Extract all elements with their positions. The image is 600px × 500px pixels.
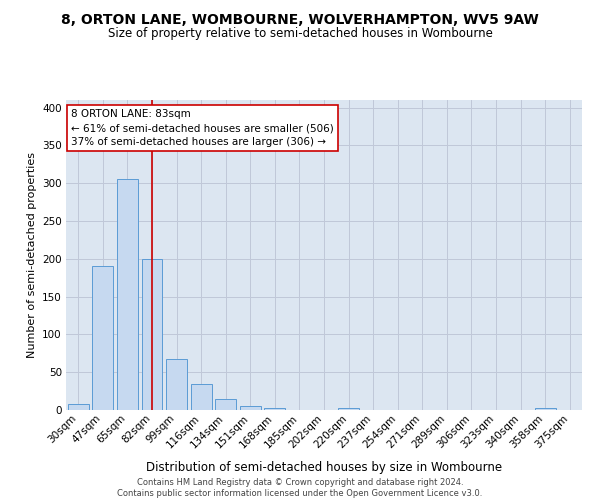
X-axis label: Distribution of semi-detached houses by size in Wombourne: Distribution of semi-detached houses by … bbox=[146, 460, 502, 473]
Bar bbox=[240, 406, 261, 410]
Text: Size of property relative to semi-detached houses in Wombourne: Size of property relative to semi-detach… bbox=[107, 28, 493, 40]
Bar bbox=[92, 266, 113, 410]
Bar bbox=[166, 358, 187, 410]
Bar bbox=[265, 408, 286, 410]
Bar bbox=[535, 408, 556, 410]
Bar bbox=[215, 400, 236, 410]
Text: Contains HM Land Registry data © Crown copyright and database right 2024.
Contai: Contains HM Land Registry data © Crown c… bbox=[118, 478, 482, 498]
Bar bbox=[142, 259, 163, 410]
Text: 8, ORTON LANE, WOMBOURNE, WOLVERHAMPTON, WV5 9AW: 8, ORTON LANE, WOMBOURNE, WOLVERHAMPTON,… bbox=[61, 12, 539, 26]
Bar bbox=[68, 404, 89, 410]
Bar bbox=[117, 180, 138, 410]
Y-axis label: Number of semi-detached properties: Number of semi-detached properties bbox=[26, 152, 37, 358]
Text: 8 ORTON LANE: 83sqm
← 61% of semi-detached houses are smaller (506)
37% of semi-: 8 ORTON LANE: 83sqm ← 61% of semi-detach… bbox=[71, 110, 334, 148]
Bar bbox=[338, 408, 359, 410]
Bar bbox=[191, 384, 212, 410]
